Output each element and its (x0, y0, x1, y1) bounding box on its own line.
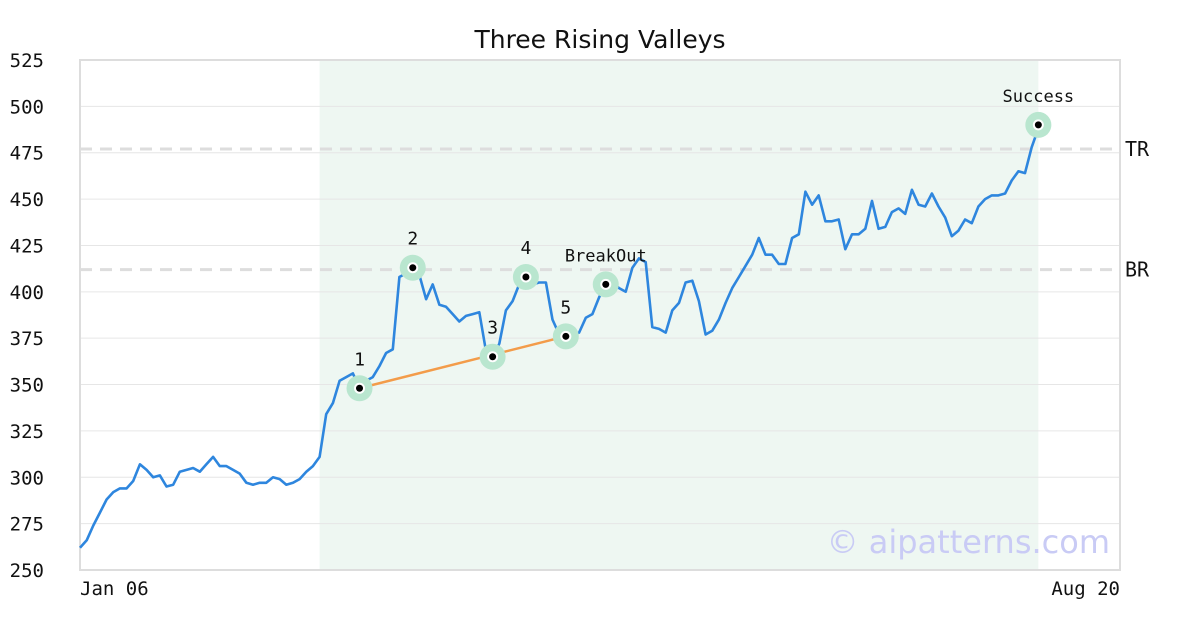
annotation-markers-layer: 1 2 3 4 5 BreakOut Success (346, 87, 1075, 402)
y-tick-label: 425 (10, 235, 44, 257)
marker-label: 2 (407, 229, 418, 250)
marker-label: BreakOut (565, 246, 647, 266)
y-tick-label: 500 (10, 96, 44, 118)
chart-title: Three Rising Valleys (473, 25, 725, 54)
y-tick-label: 350 (10, 375, 44, 397)
y-tick-label: 375 (10, 328, 44, 350)
y-tick-label: 525 (10, 50, 44, 72)
marker-label: 3 (487, 318, 498, 339)
marker-dot (489, 353, 497, 361)
marker-label: 5 (560, 297, 571, 318)
marker-dot (356, 384, 364, 392)
marker-dot (602, 280, 610, 288)
marker-dot (409, 264, 417, 272)
y-tick-label: 450 (10, 189, 44, 211)
marker-dot (522, 273, 530, 281)
y-tick-labels: 250 275 300 325 350 375 400 425 450 475 500 525 (10, 50, 44, 582)
valley-trendline (359, 335, 567, 390)
y-tick-label: 400 (10, 282, 44, 304)
x-tick-label: Aug 20 (1051, 578, 1120, 600)
y-tick-label: 300 (10, 467, 44, 489)
y-tick-label: 475 (10, 143, 44, 165)
plot-frame (79, 59, 1121, 571)
marker-label: 4 (520, 238, 531, 259)
marker-dot (1034, 121, 1042, 129)
x-tick-labels: Jan 06 Aug 20 (80, 578, 1120, 600)
y-tick-label: 275 (10, 514, 44, 536)
highlight-band (319, 60, 1039, 570)
reference-line-label: BR (1125, 258, 1150, 282)
y-tick-label: 250 (10, 560, 44, 582)
highlight-band-layer (319, 60, 1039, 570)
reference-lines-layer: TR BR (80, 137, 1150, 282)
grid-layer (80, 59, 1120, 571)
marker-label: 1 (354, 349, 365, 370)
y-tick-label: 325 (10, 421, 44, 443)
marker-label: Success (1003, 87, 1075, 107)
watermark: © aipatterns.com (827, 523, 1110, 561)
x-tick-label: Jan 06 (80, 578, 149, 600)
trendline-layer (359, 335, 567, 390)
reference-line-label: TR (1125, 137, 1150, 161)
marker-dot (562, 332, 570, 340)
